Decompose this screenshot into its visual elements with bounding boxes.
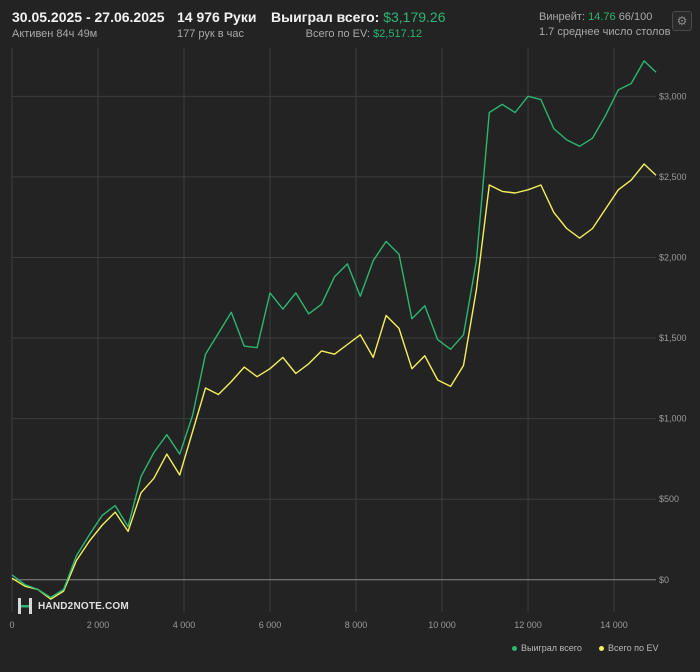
y-tick-label: $0: [659, 575, 669, 585]
won-block: Выиграл всего: $3,179.26 Всего по EV: $2…: [271, 9, 446, 40]
legend-marker-won: [512, 645, 517, 651]
legend-label-won: Выиграл всего: [521, 643, 582, 653]
ev-total: Всего по EV: $2,517.12: [271, 28, 422, 40]
profit-chart: $0 $500 $1,000 $1,500 $2,000 $2,500 $3,000 0 2 …: [0, 48, 700, 667]
legend-item-ev[interactable]: Всего по EV: [599, 643, 658, 653]
x-tick-label: 4 000: [173, 620, 196, 630]
x-tick-label: 6 000: [259, 620, 282, 630]
avg-tables: 1.7 среднее число столов: [539, 26, 671, 38]
y-tick-label: $500: [659, 494, 679, 504]
y-tick-label: $1,000: [659, 414, 687, 424]
logo-mark-icon: [18, 598, 32, 614]
legend-marker-ev: [599, 645, 604, 651]
legend-label-ev: Всего по EV: [608, 643, 659, 653]
x-tick-label: 12 000: [514, 620, 542, 630]
x-tick-label: 8 000: [345, 620, 368, 630]
ev-total-label: Всего по EV:: [305, 28, 370, 40]
legend-item-won[interactable]: Выиграл всего: [512, 643, 582, 653]
date-block: 30.05.2025 - 27.06.2025 Активен 84ч 49м: [12, 9, 165, 40]
winrate-value: 14.76: [588, 11, 616, 23]
x-grid: [11, 48, 615, 612]
ev-total-value: $2,517.12: [373, 28, 422, 40]
y-tick-label: $1,500: [659, 333, 687, 343]
series-line-won: [11, 60, 657, 599]
series-line-ev: [11, 163, 657, 600]
won-total: Выиграл всего: $3,179.26: [271, 9, 446, 25]
gear-icon[interactable]: ⚙: [672, 11, 692, 31]
y-grid: [12, 95, 656, 581]
x-tick-label: 10 000: [428, 620, 456, 630]
y-tick-label: $2,000: [659, 252, 687, 262]
y-tick-label: $2,500: [659, 172, 687, 182]
active-time: Активен 84ч 49м: [12, 28, 98, 40]
winrate-sample: 66/100: [618, 11, 653, 23]
logo-text: HAND2NOTE.COM: [38, 600, 129, 612]
chart-svg: $0 $500 $1,000 $1,500 $2,000 $2,500 $3,000 0 2 …: [9, 48, 687, 630]
x-tick-label: 2 000: [87, 620, 110, 630]
series-layer: [11, 60, 657, 600]
hands-block: 14 976 Руки 177 рук в час: [177, 9, 256, 40]
x-tick-label: 14 000: [600, 620, 628, 630]
winrate-block: Винрейт: 14.76 66/100 1.7 среднее число …: [539, 9, 671, 38]
y-tick-label: $3,000: [659, 91, 687, 101]
x-tick-label: 0: [9, 620, 14, 630]
won-total-value: $3,179.26: [383, 9, 446, 25]
hand2note-logo: HAND2NOTE.COM: [18, 597, 129, 615]
hands-count: 14 976 Руки: [177, 9, 257, 25]
summary-header: 30.05.2025 - 27.06.2025 Активен 84ч 49м …: [0, 0, 700, 50]
winrate: Винрейт: 14.76 66/100: [539, 11, 671, 23]
x-tick-labels: 0 2 000 4 000 6 000 8 000 10 000 12 000 14 000: [9, 620, 627, 630]
won-total-label: Выиграл всего:: [271, 9, 380, 25]
winrate-label: Винрейт:: [539, 11, 586, 23]
chart-legend: Выиграл всего Всего по EV: [0, 643, 700, 657]
date-range: 30.05.2025 - 27.06.2025: [12, 9, 165, 25]
y-tick-labels: $0 $500 $1,000 $1,500 $2,000 $2,500 $3,000: [659, 91, 687, 584]
hands-per-hour: 177 рук в час: [177, 28, 245, 40]
